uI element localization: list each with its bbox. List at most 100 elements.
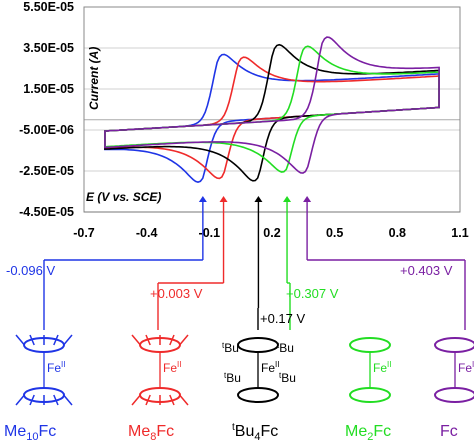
name-subscript: 4 <box>254 431 260 443</box>
methyl-bond <box>53 394 59 406</box>
x-tick-label: -0.7 <box>73 226 95 240</box>
arrow-head <box>219 196 228 202</box>
leader-2 <box>254 196 263 330</box>
leader-0 <box>43 196 207 330</box>
x-tick-label: 0.8 <box>389 226 406 240</box>
tbu-prefix: t <box>222 341 225 350</box>
molecule-2: FeII <box>237 337 279 403</box>
x-tick-labels: -0.7 -0.4 -0.1 0.2 0.5 0.8 1.1 <box>73 226 469 240</box>
fe-label: FeII <box>163 360 181 375</box>
tbu-label: tBu <box>224 371 241 385</box>
methyl-bond <box>29 334 35 346</box>
name-base: Me <box>345 423 367 440</box>
methyl-bond <box>15 394 25 406</box>
fe-oxidation: II <box>177 360 181 369</box>
y-tick-label: -4.50E-05 <box>19 205 74 219</box>
methyl-bond <box>179 334 189 346</box>
compound-name-0: Me10Fc <box>4 423 56 443</box>
x-tick-label: -0.4 <box>136 226 158 240</box>
potential-leaders <box>43 196 466 330</box>
cp-ring <box>434 337 474 353</box>
cv-curve-2 <box>104 43 440 182</box>
arrow-head <box>283 196 292 202</box>
name-subscript: 8 <box>150 431 156 443</box>
x-tick-label: -0.1 <box>199 226 221 240</box>
potential-label-3: +0.307 V <box>286 286 339 301</box>
cp-ring <box>237 337 279 353</box>
y-tick-labels: 5.50E-05 3.50E-05 1.50E-05 -5.00E-06 -2.50E-… <box>19 0 74 219</box>
fe-label: FeII <box>261 360 279 375</box>
potential-label-1: +0.003 V <box>150 286 203 301</box>
name-subscript: 2 <box>367 431 373 443</box>
name-subscript: 10 <box>26 431 38 443</box>
tbu-label: tBu <box>277 341 294 355</box>
molecule-4: FeII <box>434 337 474 403</box>
molecule-1: FeII <box>131 334 189 406</box>
name-rest: Fc <box>373 423 391 440</box>
arrow-head <box>303 196 312 202</box>
methyl-bond <box>131 394 141 406</box>
name-prefix: t <box>232 422 235 433</box>
fe-oxidation: II <box>275 360 279 369</box>
compound-name-3: Me2Fc <box>345 423 391 443</box>
gridlines <box>84 47 460 172</box>
fe-label: FeII <box>458 360 474 375</box>
cp-ring <box>434 387 474 403</box>
compound-names: Me10Fc Me8Fc tBu4Fc Me2Fc Fc <box>4 422 458 443</box>
name-rest: Fc <box>38 423 56 440</box>
molecule-structures: FeIIFeIIFeIIFeIIFeIItButButButBu <box>15 334 474 406</box>
methyl-bond <box>131 334 141 346</box>
cv-curve-4 <box>104 36 440 174</box>
y-tick-label: -2.50E-05 <box>19 164 74 178</box>
fe-oxidation: II <box>387 360 391 369</box>
tbu-prefix: t <box>224 371 227 380</box>
name-base: Fc <box>440 423 458 440</box>
fe-oxidation: II <box>472 360 474 369</box>
name-base: Bu <box>235 423 255 440</box>
potential-labels: -0.096 V +0.003 V +0.17 V +0.307 V +0.403 V <box>6 263 453 326</box>
methyl-bond <box>169 394 175 406</box>
methyl-bond <box>63 334 73 346</box>
y-tick-label: 1.50E-05 <box>23 82 74 96</box>
tbu-prefix: t <box>277 341 280 350</box>
methyl-bond <box>15 334 25 346</box>
tbu-label: tBu <box>222 341 239 355</box>
compound-name-4: Fc <box>440 423 458 440</box>
arrow-head <box>254 196 263 202</box>
name-base: Me <box>128 423 150 440</box>
x-axis-label: E (V vs. SCE) <box>86 190 161 204</box>
molecule-0: FeII <box>15 334 73 406</box>
tbu-text: Bu <box>224 341 239 355</box>
compound-name-2: tBu4Fc <box>232 422 278 443</box>
fe-label: FeII <box>47 360 65 375</box>
x-tick-label: 1.1 <box>451 226 468 240</box>
tbu-text: Bu <box>281 371 296 385</box>
potential-label-2: +0.17 V <box>260 311 306 326</box>
methyl-bond <box>63 394 73 406</box>
x-tick-label: 0.2 <box>263 226 280 240</box>
cp-ring <box>349 337 391 353</box>
potential-label-0: -0.096 V <box>6 263 55 278</box>
cv-curves <box>104 36 440 183</box>
fe-oxidation: II <box>61 360 65 369</box>
x-tick-label: 0.5 <box>326 226 343 240</box>
y-tick-label: 5.50E-05 <box>23 0 74 14</box>
cp-ring <box>237 387 279 403</box>
methyl-bond <box>53 334 59 346</box>
cv-curve-1 <box>104 56 440 180</box>
tbu-text: Bu <box>226 371 241 385</box>
leader-4 <box>303 196 466 330</box>
potential-label-4: +0.403 V <box>400 263 453 278</box>
tbu-label: tBu <box>279 371 296 385</box>
molecule-3: FeII <box>349 337 391 403</box>
y-axis-label: Current (A) <box>87 47 101 110</box>
fe-label: FeII <box>373 360 391 375</box>
arrow-head <box>198 196 207 202</box>
name-base: Me <box>4 423 26 440</box>
tbu-text: Bu <box>279 341 294 355</box>
compound-name-1: Me8Fc <box>128 423 174 443</box>
cp-ring <box>349 387 391 403</box>
y-tick-label: -5.00E-06 <box>19 123 74 137</box>
methyl-bond <box>145 394 151 406</box>
